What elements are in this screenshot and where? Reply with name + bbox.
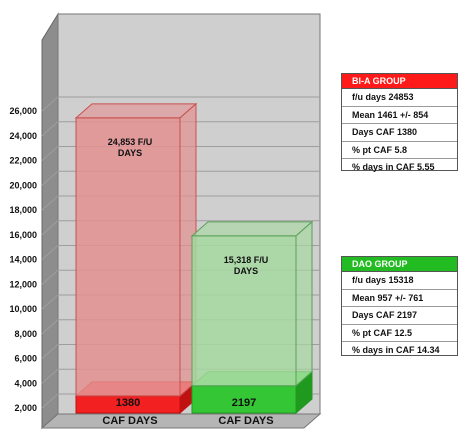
legend-dao-pct-pt-caf: % pt CAF 12.5 (342, 325, 457, 343)
legend-bia-pct-days-caf: % days in CAF 5.55 (352, 162, 435, 173)
legend-dao-mean: Mean 957 +/- 761 (342, 290, 457, 308)
y-tick-label: 18,000 (9, 205, 37, 215)
legend-bia-fu-days: f/u days 24853 (342, 89, 457, 107)
y-tick-label: 20,000 (9, 180, 37, 190)
y-tick-label: 4,000 (14, 378, 37, 388)
total-label: 24,853 F/U (108, 137, 153, 147)
gridline (41, 146, 320, 161)
y-tick-label: 6,000 (14, 354, 37, 364)
legend-bia-pct-pt-caf: % pt CAF 5.8 (342, 142, 457, 160)
total-bar-front (75, 117, 181, 397)
gridline (41, 121, 320, 137)
total-bar-top (190, 221, 314, 237)
legend-bia-mean: Mean 1461 +/- 854 (342, 107, 457, 125)
y-tick-label: 14,000 (9, 255, 37, 265)
total-label: DAYS (118, 148, 142, 158)
category-label: CAF DAYS (102, 415, 157, 427)
total-label: 15,318 F/U (224, 255, 269, 265)
legend-dao-fu-days: f/u days 15318 (342, 272, 457, 290)
caf-value-label: 1380 (116, 397, 140, 409)
y-tick-label: 10,000 (9, 304, 37, 314)
total-bar-front (191, 235, 297, 387)
total-bar-top (74, 103, 198, 119)
category-label: CAF DAYS (218, 415, 273, 427)
legend-dao-title: DAO GROUP (342, 257, 457, 272)
gridline (41, 96, 320, 112)
y-tick-label: 16,000 (9, 230, 37, 240)
gridline (41, 220, 320, 236)
total-bar-side (295, 220, 313, 387)
caf-value-label: 2197 (232, 397, 256, 409)
y-tick-label: 22,000 (9, 156, 37, 166)
y-tick-label: 2,000 (14, 403, 37, 413)
y-tick-label: 26,000 (9, 106, 37, 116)
legend-dao-group: DAO GROUP f/u days 15318 Mean 957 +/- 76… (341, 256, 458, 356)
legend-dao-pct-days-caf: % days in CAF 14.34 (352, 345, 440, 356)
floor (40, 413, 322, 429)
y-tick-label: 24,000 (9, 131, 37, 141)
legend-bia-days-caf: Days CAF 1380 (342, 124, 457, 142)
legend-bia-title: BI-A GROUP (342, 74, 457, 89)
gridline (41, 195, 320, 211)
y-tick-label: 12,000 (9, 279, 37, 289)
legend-bia-group: BI-A GROUP f/u days 24853 Mean 1461 +/- … (341, 73, 458, 172)
side-wall (41, 12, 59, 430)
gridline (41, 170, 320, 186)
legend-dao-days-caf: Days CAF 2197 (342, 307, 457, 325)
total-label: DAYS (234, 266, 258, 276)
y-tick-label: 8,000 (14, 329, 37, 339)
y-axis: 2,000 4,000 6,000 8,000 10,000 12,000 14,000 16… (9, 106, 37, 413)
